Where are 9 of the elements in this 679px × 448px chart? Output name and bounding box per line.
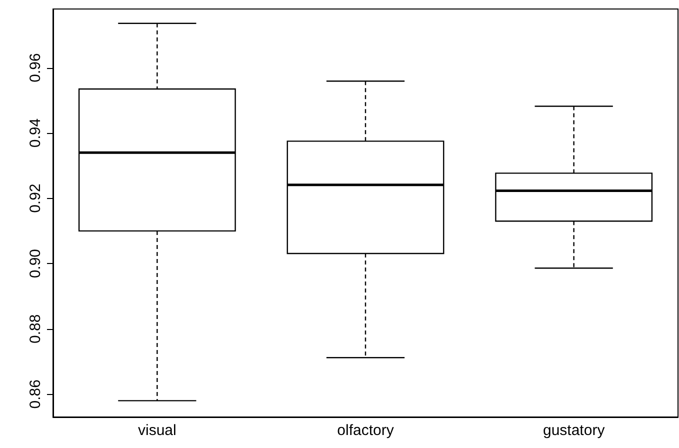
x-tick-label: gustatory: [542, 422, 606, 439]
y-tick-label: 0.94: [27, 118, 44, 148]
y-tick-label: 0.96: [27, 53, 44, 82]
x-tick-label: visual: [138, 422, 176, 439]
y-tick-label: 0.92: [27, 184, 44, 213]
y-tick-label: 0.86: [27, 380, 44, 409]
x-tick-label: olfactory: [337, 422, 394, 439]
y-tick-label: 0.88: [27, 314, 44, 344]
y-tick-label: 0.90: [27, 248, 44, 278]
